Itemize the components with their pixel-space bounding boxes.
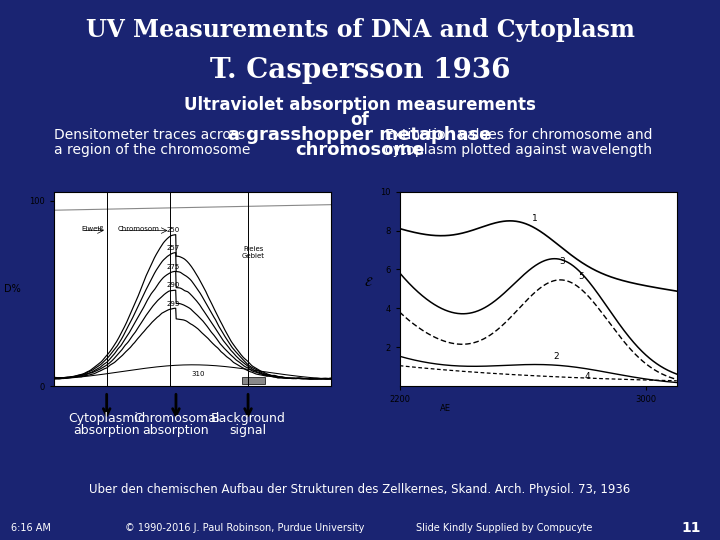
Text: signal: signal — [230, 424, 266, 437]
Text: 250: 250 — [166, 226, 180, 233]
Text: a region of the chromosome: a region of the chromosome — [54, 143, 251, 157]
Text: 275: 275 — [166, 264, 180, 269]
Text: absorption: absorption — [73, 424, 140, 437]
Text: Slide Kindly Supplied by Compucyte: Slide Kindly Supplied by Compucyte — [416, 523, 592, 533]
Text: Uber den chemischen Aufbau der Strukturen des Zellkernes, Skand. Arch. Physiol. : Uber den chemischen Aufbau der Strukture… — [89, 483, 631, 496]
Text: of: of — [351, 111, 369, 129]
Text: T. Caspersson 1936: T. Caspersson 1936 — [210, 57, 510, 84]
Text: 6:16 AM: 6:16 AM — [11, 523, 50, 533]
Y-axis label: $\mathcal{E}$: $\mathcal{E}$ — [364, 276, 374, 289]
Bar — [243, 377, 265, 384]
Text: 11: 11 — [681, 521, 701, 535]
Text: Extinction values for chromosome and: Extinction values for chromosome and — [385, 128, 653, 142]
Text: Freies
Gebiet: Freies Gebiet — [242, 246, 265, 259]
Text: 2: 2 — [554, 352, 559, 361]
Text: Cytoplasmic: Cytoplasmic — [68, 412, 145, 425]
Text: Chromosomal: Chromosomal — [132, 412, 219, 425]
Text: cytoplasm plotted against wavelength: cytoplasm plotted against wavelength — [385, 143, 652, 157]
Text: © 1990-2016 J. Paul Robinson, Purdue University: © 1990-2016 J. Paul Robinson, Purdue Uni… — [125, 523, 364, 533]
Text: chromosome: chromosome — [295, 141, 425, 159]
Text: Chromosom: Chromosom — [118, 226, 160, 232]
Text: 290: 290 — [166, 282, 180, 288]
Text: a grasshopper metaphase: a grasshopper metaphase — [228, 126, 492, 144]
Text: 293: 293 — [166, 301, 180, 307]
Y-axis label: D%: D% — [4, 284, 21, 294]
Text: Background: Background — [211, 412, 285, 425]
Text: Eiweiß: Eiweiß — [82, 226, 104, 232]
Text: UV Measurements of DNA and Cytoplasm: UV Measurements of DNA and Cytoplasm — [86, 18, 634, 42]
Text: 257: 257 — [166, 245, 180, 251]
Text: AE: AE — [441, 404, 451, 414]
Text: 310: 310 — [192, 371, 205, 377]
Text: absorption: absorption — [143, 424, 210, 437]
Text: 1: 1 — [532, 214, 538, 223]
Text: Ultraviolet absorption measurements: Ultraviolet absorption measurements — [184, 96, 536, 114]
Text: 5: 5 — [578, 272, 584, 281]
Text: 4: 4 — [585, 372, 590, 381]
Text: 3: 3 — [559, 256, 565, 266]
Text: Densitometer traces across: Densitometer traces across — [54, 128, 245, 142]
